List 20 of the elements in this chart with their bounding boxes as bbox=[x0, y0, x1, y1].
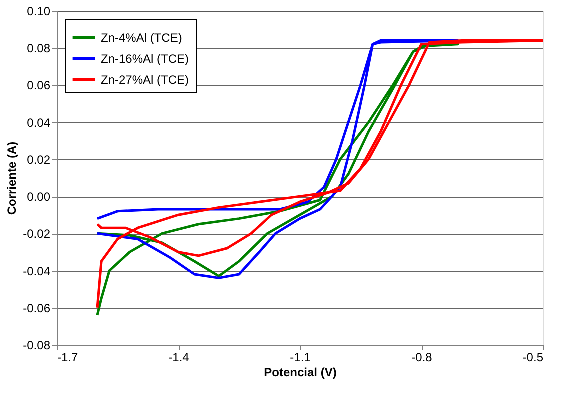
y-tick-label: 0.08 bbox=[27, 42, 51, 56]
x-tick-label: -1.1 bbox=[290, 350, 312, 364]
y-tick-label: -0.04 bbox=[23, 264, 51, 278]
y-tick-label: -0.06 bbox=[23, 301, 51, 316]
y-tick-label: -0.02 bbox=[23, 227, 51, 242]
x-tick-label: -0.5 bbox=[522, 350, 544, 364]
y-tick-label: 0.10 bbox=[27, 4, 51, 18]
y-tick-label: -0.08 bbox=[23, 338, 51, 352]
legend-label: Zn-4%Al (TCE) bbox=[101, 31, 182, 45]
x-tick-label: -1.7 bbox=[58, 350, 79, 364]
legend-label: Zn-27%Al (TCE) bbox=[101, 73, 190, 87]
y-axis-title: Corriente (A) bbox=[5, 142, 20, 216]
x-tick-label: -1.4 bbox=[168, 350, 190, 364]
y-tick-label: 0.06 bbox=[27, 78, 51, 93]
legend-label: Zn-16%Al (TCE) bbox=[101, 52, 190, 66]
y-tick-label: 0.04 bbox=[27, 116, 51, 130]
y-tick-label: 0.02 bbox=[27, 152, 51, 167]
x-tick-label: -0.8 bbox=[412, 350, 433, 364]
y-tick-label: 0.00 bbox=[27, 190, 51, 204]
x-axis-title: Potencial (V) bbox=[264, 366, 337, 380]
